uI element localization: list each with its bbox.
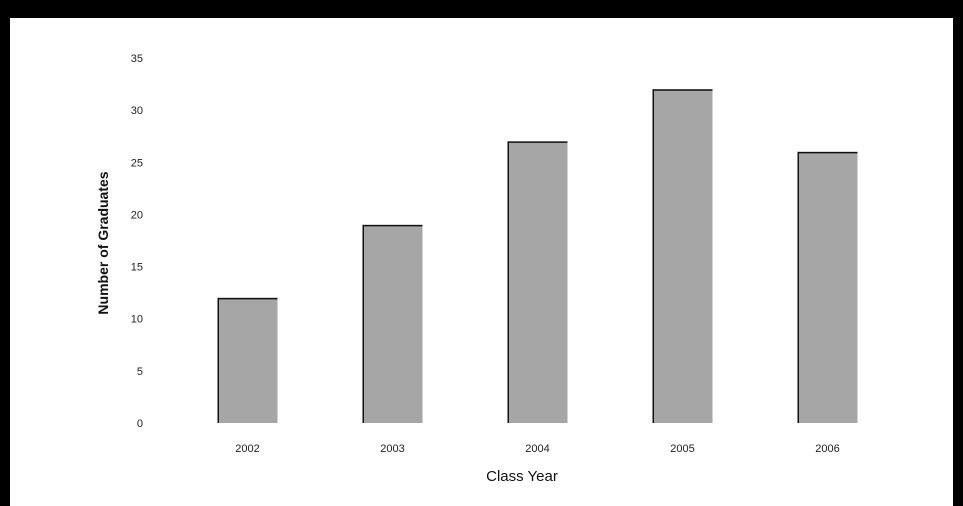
y-axis-label: Number of Graduates xyxy=(95,171,111,314)
x-tick-label: 2003 xyxy=(380,443,404,455)
y-tick-label: 35 xyxy=(131,53,143,65)
y-tick-label: 20 xyxy=(131,209,143,221)
bars xyxy=(217,89,858,424)
bar-2004 xyxy=(507,141,568,423)
y-tick-label: 0 xyxy=(137,418,143,430)
x-tick-label: 2006 xyxy=(815,443,839,455)
x-tick-label: 2004 xyxy=(525,443,549,455)
y-tick-label: 30 xyxy=(131,105,143,117)
bar-2003 xyxy=(362,224,423,423)
x-tick-labels: 2002 2003 2004 2005 2006 xyxy=(235,443,839,455)
bar-2005 xyxy=(652,89,713,424)
x-axis-label: Class Year xyxy=(486,468,558,485)
bar-2002 xyxy=(217,297,278,423)
y-tick-label: 5 xyxy=(137,366,143,378)
y-tick-label: 25 xyxy=(131,157,143,169)
y-tick-label: 15 xyxy=(131,262,143,274)
x-tick-label: 2005 xyxy=(670,443,694,455)
chart-frame: 0 5 10 15 20 25 30 35 2002 2003 2004 2005 2006 Numb… xyxy=(10,18,953,506)
y-tick-labels: 0 5 10 15 20 25 30 35 xyxy=(131,53,143,430)
bar-2006 xyxy=(797,151,858,423)
y-tick-label: 10 xyxy=(131,314,143,326)
x-tick-label: 2002 xyxy=(235,443,259,455)
bar-chart: 0 5 10 15 20 25 30 35 2002 2003 2004 2005 2006 Numb… xyxy=(95,53,858,485)
